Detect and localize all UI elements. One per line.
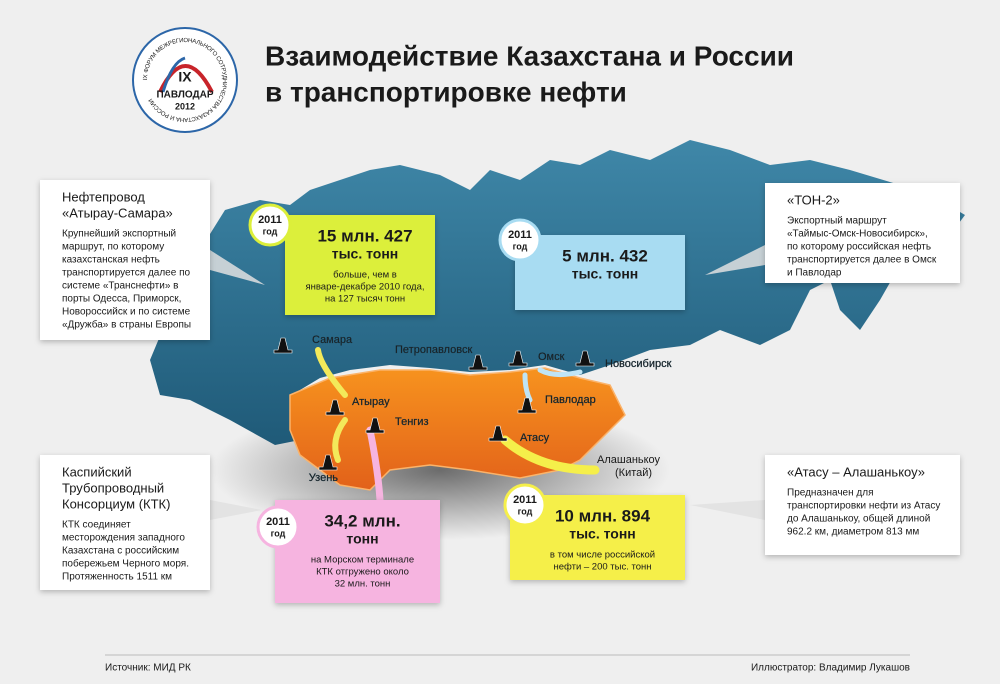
stat-box (285, 215, 435, 315)
stat-note: больше, чем в (333, 270, 397, 281)
year-badge (248, 203, 292, 247)
logo-roman: IX (178, 69, 192, 85)
year-word: год (518, 506, 533, 516)
stat-amount: тонн (346, 531, 378, 547)
year-badge (503, 483, 547, 527)
callout-body: Экспортный маршрут (787, 216, 887, 227)
callout-body: 962.2 км, диаметром 813 мм (787, 527, 919, 538)
city-label: Узень (309, 472, 338, 484)
stat-amount: 5 млн. 432 (562, 246, 648, 265)
callout-body: «Дружба» в страны Европы (62, 319, 191, 331)
logo-city: ПАВЛОДАР (156, 90, 213, 101)
oil-rig-icon (508, 350, 528, 367)
callout-body: и Павлодар (787, 268, 842, 279)
callout-body: по которому российская нефть (787, 241, 931, 253)
callout-body: порты Одесса, Приморск, (62, 294, 181, 305)
year-number: 2011 (513, 494, 537, 506)
callout-pointers (210, 245, 765, 520)
footer-illustrator: Иллюстратор: Владимир Лукашов (751, 663, 910, 674)
title-line: Взаимодействие Казахстана и России (265, 40, 794, 71)
stat-note: КТК отгружено около (316, 567, 409, 578)
oil-rig-icon (365, 417, 385, 434)
oil-rig-icon (517, 397, 537, 414)
stat-box (515, 235, 685, 310)
callout-body: КТК соединяет (62, 520, 131, 531)
stat-note: на 127 тысяч тонн (325, 294, 405, 305)
callout-title: Консорциум (КТК) (62, 496, 170, 511)
callout-body: Предназначен для (787, 488, 874, 499)
callout-title: «ТОН-2» (787, 192, 840, 207)
callout-box (40, 180, 210, 340)
stat-box (275, 500, 440, 603)
stat-note: нефти – 200 тыс. тонн (553, 562, 651, 573)
year-number: 2011 (266, 516, 290, 528)
year-number: 2011 (258, 214, 282, 226)
stat-note: январе-декабре 2010 года, (305, 282, 424, 293)
callout-body: месторождения западного (62, 533, 185, 544)
callout-title: «Атасу – Алашанькоу» (787, 464, 925, 479)
route-arrows (315, 347, 600, 504)
city-label: Атасу (520, 432, 550, 444)
city-label: Новосибирск (605, 358, 672, 370)
city-label: Омск (538, 351, 565, 363)
callout-title: Каспийский (62, 464, 132, 479)
callout-body: Новороссийск и по системе (62, 307, 191, 318)
city-label: Самара (312, 334, 353, 346)
title-line: в транспортировке нефти (265, 76, 627, 107)
stat-amount: 10 млн. 894 (555, 506, 651, 525)
callout-title: Нефтепровод (62, 189, 145, 204)
city-label: Атырау (352, 396, 390, 408)
stat-amount: тыс. тонн (572, 266, 639, 282)
oil-rig-icon (575, 350, 595, 367)
stat-note: в том числе российской (550, 550, 655, 561)
stat-note: 32 млн. тонн (335, 579, 391, 590)
city-label: Тенгиз (395, 416, 429, 428)
stat-amount: 34,2 млн. (324, 511, 400, 530)
logo-year: 2012 (175, 101, 195, 111)
year-number: 2011 (508, 229, 532, 241)
footer-source: Источник: МИД РК (105, 663, 191, 674)
city-label: (Китай) (615, 467, 652, 479)
oil-rig-icon (318, 454, 338, 471)
year-word: год (263, 226, 278, 236)
year-badge (256, 505, 300, 549)
callout-box (40, 455, 210, 590)
city-label: Алашанькоу (597, 454, 661, 466)
callout-title: Трубопроводный (62, 480, 164, 495)
year-word: год (513, 241, 528, 251)
oil-rig-icon (273, 337, 293, 354)
stat-amount: тыс. тонн (332, 246, 399, 262)
callout-box (765, 455, 960, 555)
callout-body: казахстанская нефть (62, 254, 160, 266)
oil-rig-icon (488, 425, 508, 442)
city-label: Петропавловск (395, 344, 472, 356)
callout-body: транспортируется далее в Омск (787, 255, 937, 266)
callout-body: до Алашанькоу, общей длиной (787, 513, 930, 525)
callout-body: Крупнейший экспортный (62, 229, 176, 240)
city-label: Павлодар (545, 394, 596, 406)
stat-amount: тыс. тонн (569, 526, 636, 542)
oil-rig-icon (325, 399, 345, 416)
callout-body: транспортируется далее по (62, 268, 190, 279)
callout-title: «Атырау-Самара» (62, 205, 173, 220)
oil-rig-icon (468, 354, 488, 371)
callout-body: «Таймыс-Омск-Новосибирск», (787, 228, 928, 240)
callout-body: Казахстана с российским (62, 546, 179, 557)
year-word: год (271, 528, 286, 538)
logo: IX ФОРУМ МЕЖРЕГИОНАЛЬНОГО СОТРУДНИЧЕСТВА… (132, 27, 238, 133)
callout-box (765, 183, 960, 283)
callout-body: транспортировки нефти из Атасу (787, 500, 940, 512)
stat-amount: 15 млн. 427 (317, 226, 412, 245)
callout-body: маршрут, по которому (62, 242, 164, 253)
stat-note: на Морском терминале (311, 555, 414, 566)
callout-body: побережьем Черного моря. (62, 558, 189, 570)
callout-body: системе «Транснефти» в (62, 280, 179, 292)
year-badge (498, 218, 542, 262)
callout-body: Протяженность 1511 км (62, 572, 172, 583)
